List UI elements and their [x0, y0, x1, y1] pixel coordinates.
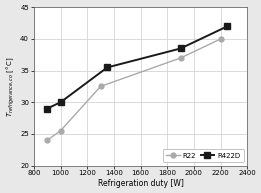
R422D: [59, 101, 62, 103]
R422D: [226, 25, 229, 27]
R422D: [46, 108, 49, 110]
R22: [99, 85, 102, 88]
Y-axis label: $T_{refrigerance,co}$ [°C]: $T_{refrigerance,co}$ [°C]: [5, 56, 17, 117]
R22: [46, 139, 49, 141]
R422D: [106, 66, 109, 69]
Line: R422D: R422D: [44, 24, 230, 111]
R22: [219, 38, 222, 40]
X-axis label: Refrigeration duty [W]: Refrigeration duty [W]: [98, 179, 183, 188]
R22: [179, 57, 182, 59]
Legend: R22, R422D: R22, R422D: [163, 149, 244, 162]
R422D: [179, 47, 182, 50]
R22: [59, 130, 62, 132]
Line: R22: R22: [45, 36, 223, 143]
